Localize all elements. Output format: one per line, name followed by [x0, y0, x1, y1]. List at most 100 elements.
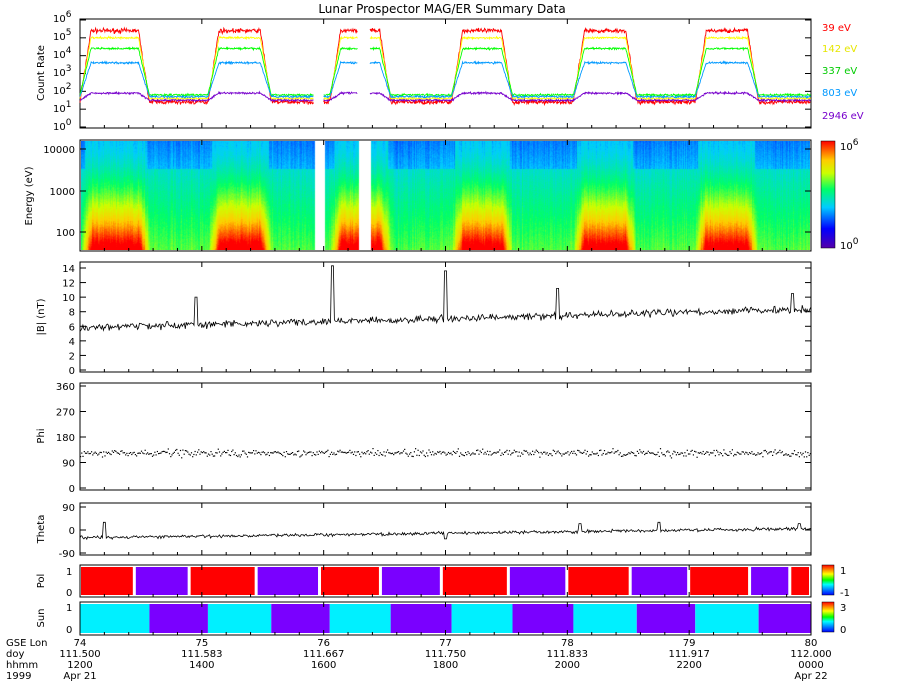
field-ytick-label: 2: [69, 351, 75, 362]
energy-ytick-label: 1000: [50, 187, 75, 198]
sun-segment: [149, 604, 208, 633]
phi-point: [394, 452, 396, 454]
phi-point: [274, 451, 277, 453]
phi-point: [748, 452, 751, 454]
phi-point: [303, 450, 305, 452]
phi-point: [238, 454, 240, 456]
phi-point: [485, 453, 487, 455]
phi-point: [120, 450, 122, 452]
legend-803ev: 803 eV: [822, 88, 857, 99]
phi-point: [484, 451, 486, 453]
phi-point: [296, 450, 299, 453]
phi-point: [540, 451, 542, 454]
phi-point: [716, 449, 718, 451]
spectrogram-image: [81, 141, 810, 250]
field-magnitude-panel: [79, 261, 812, 373]
phi-point: [468, 452, 470, 454]
phi-point: [318, 450, 320, 452]
pol-segment: [791, 567, 809, 595]
phi-ytick-label: 0: [69, 484, 75, 495]
phi-point: [406, 453, 408, 455]
phi-point: [674, 451, 676, 453]
phi-point: [444, 452, 446, 454]
phi-point: [197, 451, 199, 453]
phi-point: [457, 448, 459, 450]
sun-segment: [512, 604, 574, 633]
phi-point: [514, 451, 517, 453]
energy-ytick-label: 10000: [43, 145, 75, 156]
phi-point: [371, 452, 373, 454]
phi-point: [452, 450, 454, 452]
phi-point: [552, 449, 554, 451]
phi-point: [150, 453, 152, 455]
phi-point: [181, 457, 183, 459]
phi-point: [802, 452, 804, 454]
phi-point: [176, 448, 178, 451]
phi-point: [785, 453, 787, 455]
phi-point: [714, 455, 716, 457]
phi-point: [356, 451, 358, 453]
sun-ytick-label: 1: [66, 603, 72, 614]
pol-colorbar-min: -1: [840, 588, 850, 599]
phi-point: [292, 452, 294, 454]
count-rate-ytick-label: 101: [53, 100, 71, 115]
phi-point: [737, 452, 740, 454]
phi-point: [803, 456, 805, 458]
phi-point: [396, 451, 398, 453]
phi-point: [651, 452, 653, 454]
phi-point: [590, 454, 592, 456]
phi-point: [583, 451, 585, 453]
theta-series: [79, 521, 812, 541]
phi-point: [538, 452, 540, 454]
phi-point: [416, 454, 418, 456]
phi-point: [315, 454, 317, 456]
phi-point: [478, 453, 480, 455]
phi-point: [638, 452, 640, 454]
phi-point: [644, 453, 646, 456]
phi-point: [165, 451, 167, 454]
phi-point: [596, 452, 598, 454]
sun-segment: [329, 604, 391, 633]
x-tick-label: 78: [561, 638, 574, 649]
phi-point: [376, 453, 378, 455]
phi-point: [572, 452, 574, 454]
phi-point: [153, 454, 155, 456]
phi-point: [362, 453, 364, 455]
phi-point: [110, 453, 112, 456]
phi-point: [653, 453, 655, 455]
phi-point: [505, 451, 507, 453]
phi-point: [597, 454, 599, 457]
phi-point: [136, 455, 138, 457]
phi-point: [705, 452, 707, 454]
phi-point: [254, 453, 256, 455]
phi-point: [234, 452, 236, 454]
phi-point: [722, 455, 724, 457]
phi-point: [104, 455, 106, 457]
phi-point: [798, 456, 800, 458]
phi-point: [691, 449, 693, 451]
phi-point: [290, 452, 292, 454]
phi-point: [97, 454, 99, 456]
phi-point: [423, 454, 425, 456]
phi-point: [393, 454, 395, 456]
phi-point: [574, 452, 576, 455]
phi-point: [566, 452, 568, 454]
phi-point: [569, 452, 571, 454]
phi-point: [111, 450, 113, 452]
phi-point: [553, 450, 556, 452]
phi-point: [130, 452, 132, 454]
phi-point: [161, 451, 163, 453]
phi-point: [568, 454, 570, 456]
phi-point: [718, 454, 720, 456]
count-rate-ytick-label: 102: [53, 82, 71, 97]
x-tick-label: 112.000: [790, 649, 831, 660]
phi-point: [307, 451, 309, 454]
phi-point: [331, 451, 333, 453]
phi-point: [271, 452, 273, 454]
phi-point: [142, 452, 144, 454]
phi-point: [119, 453, 121, 455]
phi-point: [529, 452, 531, 454]
phi-point: [677, 452, 679, 454]
phi-point: [190, 452, 193, 454]
spectrogram-raster: [81, 141, 810, 250]
